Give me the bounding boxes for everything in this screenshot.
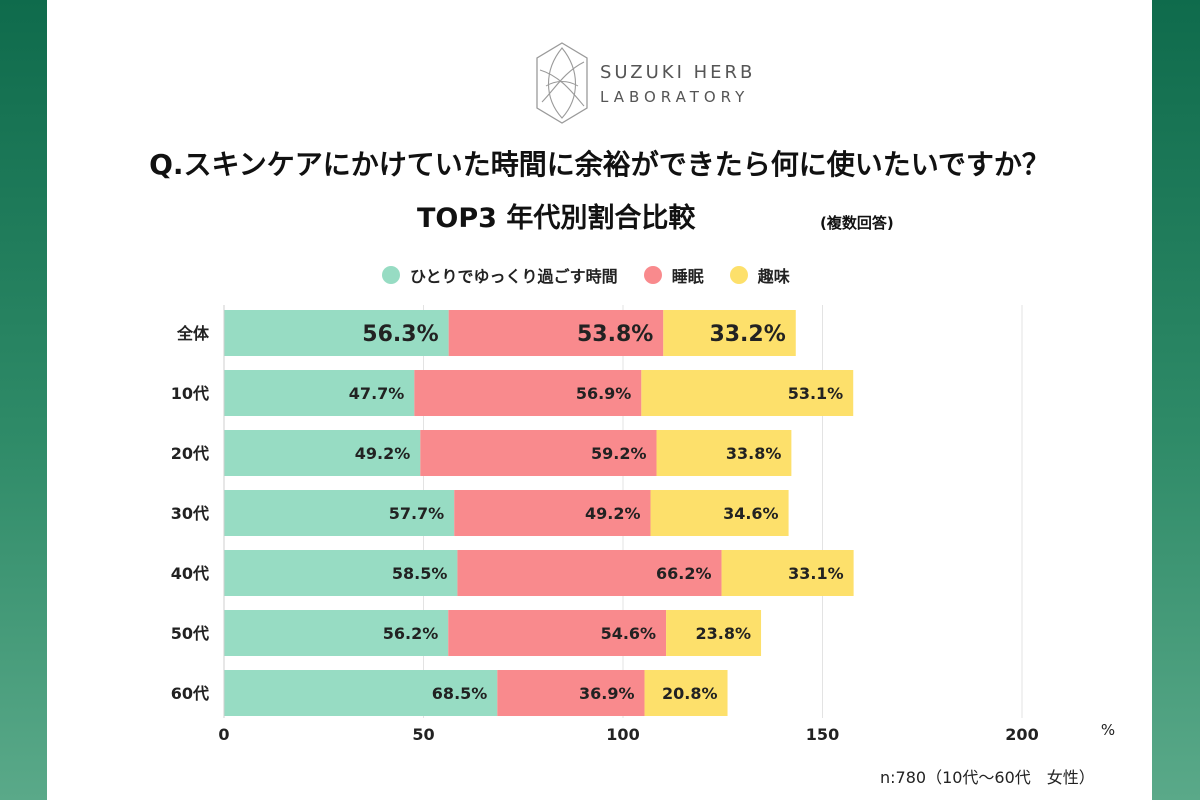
leaf-logo-icon — [536, 42, 588, 124]
bar-segment — [224, 610, 449, 656]
bar-segment — [454, 490, 651, 536]
x-tick-label: 0 — [218, 725, 229, 744]
bar-value-label: 33.2% — [709, 322, 785, 347]
category-label: 20代 — [171, 444, 209, 463]
bar-value-label: 53.8% — [577, 322, 653, 347]
bar-segment — [414, 370, 642, 416]
bar-value-label: 59.2% — [591, 444, 647, 463]
sample-footnote: n:780（10代〜60代 女性） — [880, 768, 1095, 787]
bar-segment — [224, 370, 415, 416]
legend-item-alone-time: ひとりでゆっくり過ごす時間 — [382, 263, 618, 287]
brand-logo: SUZUKI HERB LABORATORY — [532, 40, 772, 130]
logo-text-line2: LABORATORY — [600, 88, 750, 106]
legend-item-hobby: 趣味 — [729, 263, 790, 287]
category-label: 30代 — [171, 504, 209, 523]
bar-value-label: 23.8% — [696, 624, 752, 643]
stacked-bar-chart: 0 50 100 150 200 % 全体 56.3% 53.8% 33.2% 10代 47.7% 56… — [171, 305, 1115, 744]
category-label: 60代 — [171, 684, 209, 703]
bar-value-label: 54.6% — [601, 624, 657, 643]
bar-segment — [457, 550, 722, 596]
bar-value-label: 34.6% — [723, 504, 779, 523]
category-label: 全体 — [176, 324, 210, 343]
bar-value-label: 47.7% — [349, 384, 405, 403]
x-tick-label: 200 — [1005, 725, 1038, 744]
category-label: 40代 — [171, 564, 209, 583]
bar-value-label: 49.2% — [585, 504, 641, 523]
bar-value-label: 53.1% — [788, 384, 844, 403]
bar-segment — [420, 430, 657, 476]
bar-segment — [663, 310, 796, 356]
bar-segment — [641, 370, 854, 416]
logo-text-line1: SUZUKI HERB — [600, 62, 756, 83]
bar-segment — [666, 610, 762, 656]
bar-value-label: 66.2% — [656, 564, 712, 583]
bar-value-label: 33.1% — [788, 564, 844, 583]
x-tick-label: 50 — [412, 725, 434, 744]
bar-value-label: 20.8% — [662, 684, 718, 703]
bar-segment — [644, 670, 728, 716]
bar-segment — [656, 430, 792, 476]
bar-segment — [448, 610, 667, 656]
x-tick-label: 100 — [606, 725, 639, 744]
legend-label: 睡眠 — [671, 267, 704, 286]
legend-label: 趣味 — [757, 267, 790, 286]
bar-value-label: 56.2% — [383, 624, 439, 643]
x-axis-unit: % — [1101, 721, 1115, 739]
category-label: 50代 — [171, 624, 209, 643]
chart-title: Q.スキンケアにかけていた時間に余裕ができたら何に使いたいですか？ — [149, 148, 1050, 181]
bar-segment — [448, 310, 664, 356]
legend-swatch — [729, 266, 748, 284]
legend: ひとりでゆっくり過ごす時間 睡眠 趣味 — [382, 262, 790, 288]
bar-value-label: 68.5% — [432, 684, 488, 703]
bar-segment — [224, 670, 498, 716]
legend-label: ひとりでゆっくり過ごす時間 — [410, 267, 618, 286]
bar-segment — [224, 490, 455, 536]
bar-value-label: 57.7% — [389, 504, 445, 523]
bar-value-label: 33.8% — [726, 444, 782, 463]
x-tick-label: 150 — [806, 725, 839, 744]
legend-swatch — [643, 266, 662, 284]
bar-value-label: 56.9% — [576, 384, 632, 403]
category-label: 10代 — [171, 384, 209, 403]
bar-value-label: 58.5% — [392, 564, 448, 583]
legend-swatch — [382, 266, 400, 284]
bar-value-label: 49.2% — [355, 444, 411, 463]
legend-item-sleep: 睡眠 — [643, 263, 704, 287]
bar-segment — [650, 490, 789, 536]
chart-panel: SUZUKI HERB LABORATORY Q.スキンケアにかけていた時間に余… — [47, 0, 1152, 800]
bar-segment — [721, 550, 854, 596]
multiple-answer-note: (複数回答) — [820, 214, 894, 232]
bar-value-label: 56.3% — [362, 322, 438, 347]
chart-subtitle: TOP3 年代別割合比較 — [417, 203, 696, 234]
bar-value-label: 36.9% — [579, 684, 635, 703]
bar-segment — [497, 670, 645, 716]
bar-segment — [224, 310, 449, 356]
bar-segment — [224, 430, 421, 476]
bar-segment — [224, 550, 458, 596]
